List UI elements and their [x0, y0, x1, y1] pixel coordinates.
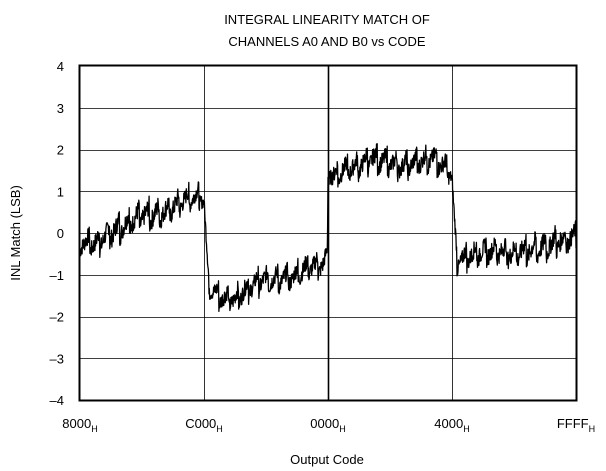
y-tick-label: 0: [57, 226, 64, 241]
y-tick-label: –3: [50, 351, 64, 366]
x-axis-ticks: 8000H C000H 0000H 4000H FFFFH: [62, 416, 595, 434]
x-tick-label: C000H: [185, 416, 223, 434]
y-tick-label: –4: [50, 393, 64, 408]
y-tick-label: 3: [57, 101, 64, 116]
data-series: [79, 143, 577, 313]
x-tick-label: 0000H: [310, 416, 345, 434]
x-tick-label: 4000H: [434, 416, 469, 434]
x-tick-label: 8000H: [62, 416, 97, 434]
chart-title-line-2: CHANNELS A0 AND B0 vs CODE: [228, 34, 426, 49]
y-axis-label: INL Match (LSB): [8, 185, 23, 281]
x-tick-label: FFFFH: [557, 416, 595, 434]
chart-title-line-1: INTEGRAL LINEARITY MATCH OF: [224, 12, 430, 27]
series-line: [79, 143, 577, 313]
y-tick-label: 4: [57, 59, 64, 74]
y-tick-label: 1: [57, 184, 64, 199]
plot-frame: [78, 64, 578, 402]
y-tick-label: 2: [57, 143, 64, 158]
y-axis-ticks: –4 –3 –2 –1 0 1 2 3 4: [50, 59, 64, 408]
x-axis-label: Output Code: [290, 452, 364, 467]
y-tick-label: –1: [50, 268, 64, 283]
y-tick-label: –2: [50, 310, 64, 325]
